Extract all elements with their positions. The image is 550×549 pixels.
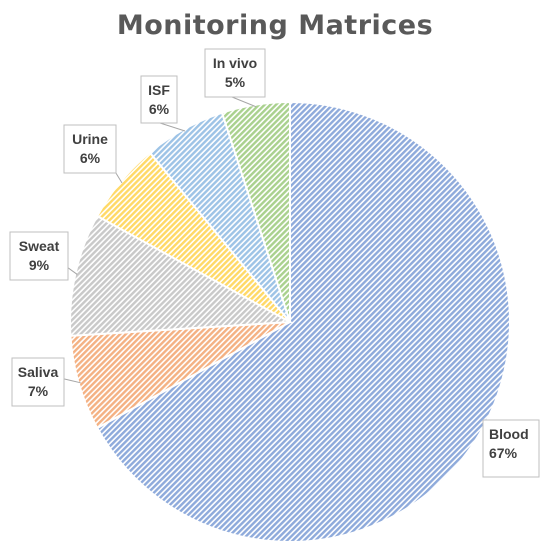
slice-percent-label: 7% xyxy=(28,383,49,399)
data-label-isf: ISF 6% xyxy=(140,75,178,124)
leader-line-isf xyxy=(159,122,186,132)
slice-percent-label: 6% xyxy=(80,150,101,166)
data-label-blood: Blood 67% xyxy=(482,419,540,478)
data-label-box xyxy=(204,48,266,98)
slice-percent-label: 6% xyxy=(149,101,170,117)
leader-line-in-vivo xyxy=(231,96,257,108)
slice-percent-label: 67% xyxy=(489,445,518,461)
chart-title: Monitoring Matrices xyxy=(117,10,433,41)
slice-percent-label: 5% xyxy=(225,74,246,90)
slice-category-label: In vivo xyxy=(213,55,257,71)
data-label-box xyxy=(9,231,69,281)
pie-slice-in-vivo xyxy=(220,100,291,323)
slice-category-label: Sweat xyxy=(19,238,60,254)
slices-layer xyxy=(69,100,511,543)
data-label-saliva: Saliva 7% xyxy=(11,357,65,407)
data-label-sweat: Sweat 9% xyxy=(9,231,69,281)
pie-slice-sweat xyxy=(69,214,294,337)
data-label-urine: Urine 6% xyxy=(63,124,117,174)
data-label-box xyxy=(482,419,540,478)
data-label-in-vivo: In vivo 5% xyxy=(204,48,266,98)
data-label-box xyxy=(63,124,117,174)
data-labels: Blood 67% Saliva 7% Sweat 9% Urine 6% ISF 6% In vi… xyxy=(9,48,540,478)
slice-category-label: Urine xyxy=(72,131,108,147)
slice-category-label: Blood xyxy=(489,426,529,442)
slice-percent-label: 9% xyxy=(29,257,50,273)
data-label-box xyxy=(11,357,65,407)
pie-slice-blood xyxy=(95,100,511,543)
slice-category-label: ISF xyxy=(148,82,170,98)
slice-category-label: Saliva xyxy=(18,364,59,380)
data-label-box xyxy=(140,75,178,124)
